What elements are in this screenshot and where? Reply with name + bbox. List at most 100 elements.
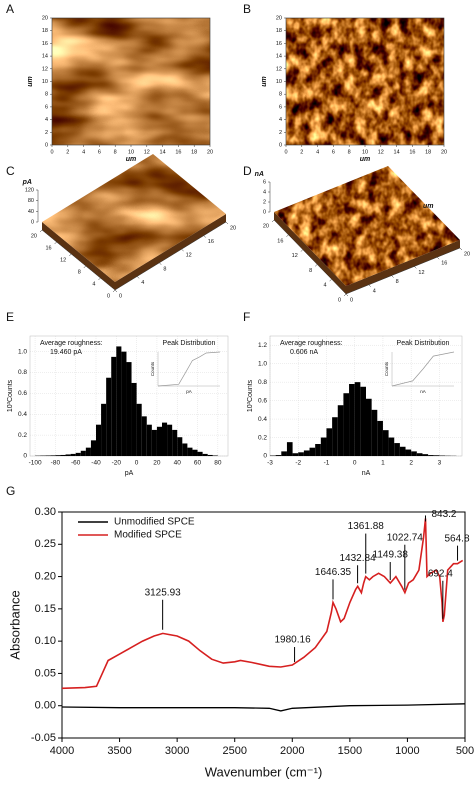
x-axis-label: um (360, 156, 371, 163)
y-tick-label: 10 (42, 79, 48, 85)
axis-line (114, 221, 227, 291)
y-tick-label: 0.00 (35, 700, 56, 712)
histogram-bar (106, 377, 112, 456)
y-tick-label: 0 (279, 142, 282, 148)
y-tick-label: 4 (92, 281, 95, 287)
annotation-label: 564.8 (445, 533, 470, 544)
x-tick (203, 235, 206, 238)
x-tick-label: 16 (441, 261, 447, 267)
annotation-label: 1432.84 (340, 553, 377, 564)
x-tick-label: 3500 (107, 745, 131, 757)
histogram-bar (326, 428, 333, 456)
x-tick-label: -2 (295, 460, 301, 467)
y-tick-label: 4 (324, 283, 327, 289)
histogram-bar (136, 403, 142, 456)
histogram-bar (212, 455, 218, 456)
histogram-bar (286, 442, 293, 456)
y-tick-label: 0.6 (258, 397, 267, 404)
axis-line (273, 219, 347, 295)
x-tick-label: 6 (98, 149, 101, 155)
x-tick-label: 14 (394, 149, 400, 155)
x-tick-label: 20 (153, 460, 161, 467)
x-axis-label: um (423, 203, 434, 210)
x-tick-label: 1000 (395, 745, 419, 757)
x-axis-label: Wavenumber (cm⁻¹) (205, 764, 323, 779)
histogram-bar (292, 453, 299, 456)
histogram-bar (151, 429, 157, 456)
x-tick (159, 262, 162, 265)
x-tick-label: -40 (91, 460, 101, 467)
x-tick-label: 8 (396, 279, 399, 285)
surface-side (274, 212, 460, 294)
x-tick-label: 2 (300, 149, 303, 155)
x-tick-label: -80 (51, 460, 61, 467)
y-tick-label: 1.0 (258, 360, 267, 367)
x-tick-label: 0 (353, 460, 357, 467)
x-tick-label: 6 (332, 149, 335, 155)
inset-y-label: Counts (384, 361, 389, 376)
histogram-bar (354, 382, 361, 456)
histogram-bar (416, 453, 423, 456)
histogram-bar (177, 437, 183, 456)
histogram-bar (399, 446, 406, 456)
x-tick-label: 80 (214, 460, 222, 467)
y-tick-label: 20 (263, 223, 269, 229)
z-tick-label: 2 (263, 199, 266, 205)
inset-x-label: pA (186, 389, 192, 394)
histogram-bar (75, 452, 81, 456)
panel-label: B (243, 2, 251, 16)
panel-label: C (6, 164, 15, 178)
plot-frame (61, 511, 466, 739)
histogram-bar (131, 382, 137, 456)
x-tick-label: 4000 (50, 745, 74, 757)
annotation-label: 843.2 (431, 509, 456, 520)
x-tick (225, 221, 229, 225)
y-tick-label: 16 (42, 41, 48, 47)
y-tick-label: 6 (45, 104, 48, 110)
y-tick-label: 0 (107, 293, 110, 299)
panel-label: E (6, 310, 14, 324)
x-tick-label: 12 (186, 253, 192, 259)
y-tick-label: 6 (279, 104, 282, 110)
inset-line (157, 351, 221, 387)
y-axis-label: 10³Counts (7, 379, 14, 412)
y-tick-label: 20 (42, 15, 48, 21)
y-tick-label: 0.30 (35, 506, 56, 518)
histogram-bar (303, 450, 310, 456)
histogram-bar (371, 409, 378, 456)
y-tick-label: 20 (276, 15, 282, 21)
x-tick-label: -20 (112, 460, 122, 467)
histogram-bar (197, 451, 203, 456)
x-tick-label: 20 (464, 251, 470, 257)
axis-line (345, 247, 461, 295)
histogram-bar (377, 420, 383, 456)
y-tick-label: -0.05 (31, 732, 56, 744)
x-tick-label: 2000 (280, 745, 304, 757)
x-tick-label: -1 (324, 460, 330, 467)
histogram-bar (315, 444, 321, 456)
histogram-bar (320, 437, 327, 456)
histogram-bar (121, 351, 127, 456)
x-axis-label: nA (362, 470, 371, 477)
x-tick-label: 60 (194, 460, 202, 467)
x-tick (137, 276, 140, 279)
x-tick-label: 0 (135, 460, 139, 467)
y-tick-label: 0 (23, 453, 27, 460)
y-tick-label: 4 (279, 117, 282, 123)
x-tick (459, 247, 463, 251)
y-tick (54, 241, 57, 245)
y-tick-label: 0.4 (258, 416, 267, 423)
histogram-bar (202, 453, 208, 456)
histogram-bar (50, 455, 56, 456)
x-tick-label: 14 (160, 149, 166, 155)
y-axis-label: um (27, 76, 34, 87)
y-axis-label: 10³Counts (247, 379, 254, 412)
histogram-bar (96, 424, 102, 456)
roughness-value: 0.606 nA (290, 349, 318, 356)
x-tick-label: 16 (208, 239, 214, 245)
legend-label: Unmodified SPCE (114, 517, 195, 528)
annotation-label: 1361.88 (348, 521, 385, 532)
panel-label: F (243, 310, 250, 324)
x-tick-label: 2 (66, 149, 69, 155)
